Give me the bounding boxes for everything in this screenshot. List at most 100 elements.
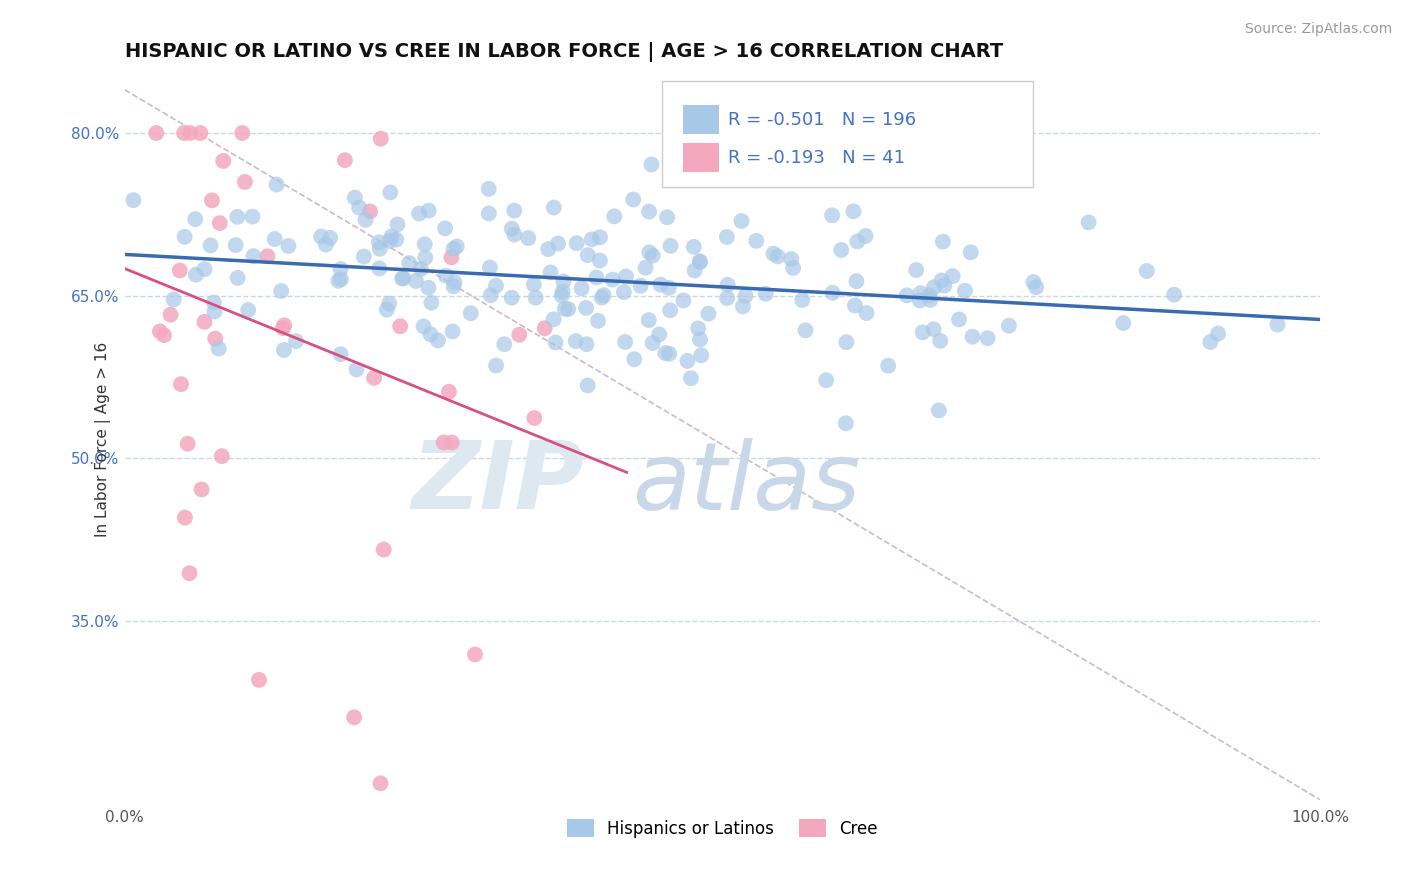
Point <box>443 276 465 290</box>
Point <box>846 235 869 249</box>
Point <box>211 449 233 463</box>
Point <box>184 268 207 282</box>
Point <box>565 236 588 251</box>
Point <box>657 211 679 225</box>
Point <box>585 270 607 285</box>
Point <box>922 280 945 294</box>
Point <box>683 263 706 277</box>
Point <box>602 272 624 286</box>
Point <box>571 281 593 295</box>
Point <box>553 275 575 289</box>
Point <box>976 331 998 345</box>
Point <box>896 288 918 302</box>
Point <box>353 250 375 264</box>
Point <box>266 178 288 192</box>
Point <box>842 204 865 219</box>
Point <box>413 251 436 265</box>
Point <box>273 318 295 333</box>
Point <box>412 319 434 334</box>
Point <box>363 371 385 385</box>
Point <box>443 279 465 293</box>
Point <box>962 329 984 343</box>
Point <box>614 334 637 349</box>
Point <box>446 239 468 253</box>
Point <box>173 126 195 140</box>
Point <box>845 274 868 288</box>
Point <box>405 274 427 288</box>
Point <box>581 232 603 246</box>
Point <box>464 648 486 662</box>
Point <box>638 245 661 260</box>
Point <box>231 126 253 140</box>
Point <box>766 249 789 263</box>
Point <box>153 328 176 343</box>
Point <box>544 335 567 350</box>
Point <box>347 201 370 215</box>
Point <box>589 230 612 244</box>
Point <box>690 348 713 362</box>
Point <box>630 278 652 293</box>
Point <box>508 327 530 342</box>
Point <box>730 214 752 228</box>
Point <box>277 239 299 253</box>
Point <box>591 291 613 305</box>
Point <box>855 229 877 244</box>
Point <box>689 254 711 268</box>
Point <box>387 218 409 232</box>
Point <box>592 288 614 302</box>
Point <box>179 126 201 140</box>
Point <box>641 249 664 263</box>
Point <box>586 314 609 328</box>
Point <box>948 312 970 326</box>
Point <box>485 359 508 373</box>
Point <box>212 153 235 168</box>
Point <box>380 186 402 200</box>
Point <box>184 212 207 227</box>
Point <box>844 299 866 313</box>
Point <box>368 261 391 276</box>
Point <box>200 238 222 252</box>
Point <box>247 673 270 687</box>
Point <box>638 204 661 219</box>
Point <box>380 229 402 244</box>
Point <box>174 510 197 524</box>
Point <box>576 248 599 262</box>
Point <box>370 776 392 790</box>
Point <box>501 221 523 235</box>
Point <box>179 566 201 581</box>
Point <box>658 281 681 295</box>
Point <box>440 435 463 450</box>
Point <box>440 250 463 264</box>
Point <box>621 193 644 207</box>
Point <box>1022 275 1045 289</box>
Point <box>575 301 598 315</box>
Point <box>343 710 366 724</box>
Point <box>650 277 672 292</box>
Point <box>918 288 941 302</box>
Point <box>547 236 569 251</box>
Point <box>910 286 932 301</box>
Point <box>173 229 195 244</box>
Point <box>204 304 226 318</box>
Point <box>659 303 682 318</box>
Text: R = -0.501   N = 196: R = -0.501 N = 196 <box>728 111 917 128</box>
Point <box>734 289 756 303</box>
Point <box>193 315 215 329</box>
Point <box>523 277 546 292</box>
Point <box>270 284 292 298</box>
Point <box>354 212 377 227</box>
Point <box>1025 280 1047 294</box>
Point <box>523 411 546 425</box>
Point <box>1267 318 1289 332</box>
Point <box>672 293 695 308</box>
Point <box>911 326 934 340</box>
Point <box>659 239 682 253</box>
Point <box>648 327 671 342</box>
Point <box>794 323 817 337</box>
Point <box>242 210 264 224</box>
Point <box>408 206 430 220</box>
Point <box>554 301 576 316</box>
Point <box>689 333 711 347</box>
Legend: Hispanics or Latinos, Cree: Hispanics or Latinos, Cree <box>561 813 884 844</box>
Point <box>226 210 249 224</box>
